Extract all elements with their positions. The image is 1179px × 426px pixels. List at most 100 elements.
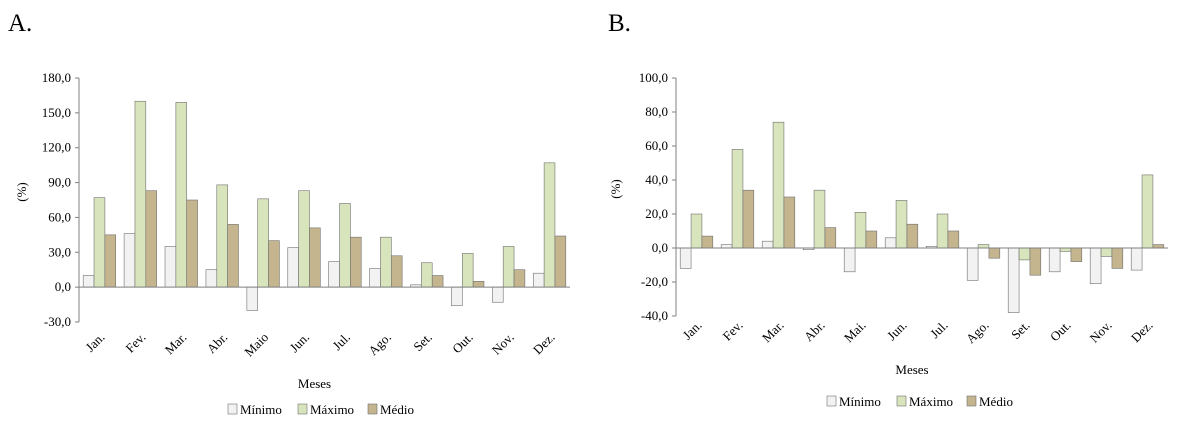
x-tick-label: Fev. <box>122 330 148 356</box>
bar <box>731 149 744 249</box>
y-tick-label: 60,0 <box>645 138 668 153</box>
legend-label: Máximo <box>310 402 354 417</box>
x-tick-label: Maio <box>241 330 271 360</box>
bar <box>205 269 218 288</box>
bar <box>813 189 826 249</box>
y-tick-label: 150,0 <box>42 105 71 120</box>
x-tick-label: Jun. <box>884 318 910 344</box>
x-tick-label: Dez. <box>530 330 558 358</box>
bar <box>1100 247 1113 257</box>
legend-label: Mínimo <box>839 394 881 409</box>
bar <box>186 199 198 288</box>
bar <box>123 233 136 288</box>
legend-label: Máximo <box>909 394 953 409</box>
x-tick-label: Abr. <box>801 318 828 345</box>
legend-swatch <box>297 403 308 415</box>
bar <box>216 184 228 288</box>
bar <box>257 198 269 288</box>
bar <box>884 237 897 249</box>
bar <box>246 286 259 311</box>
x-tick-label: Ago. <box>365 330 394 359</box>
legend-swatch <box>367 403 378 415</box>
bar <box>701 235 714 249</box>
x-tick-label: Jul. <box>927 318 951 342</box>
bar <box>977 244 990 249</box>
legend-label: Mínimo <box>240 402 282 417</box>
bar <box>82 275 95 288</box>
y-axis-title: (%) <box>608 179 623 199</box>
bar <box>1029 247 1042 276</box>
bar <box>1059 247 1072 252</box>
x-tick-label: Fev. <box>720 318 746 344</box>
bar <box>328 261 340 288</box>
bar <box>431 275 444 288</box>
x-tick-label: Out. <box>449 330 476 357</box>
bar <box>451 286 463 307</box>
y-tick-label: -40,0 <box>641 308 668 323</box>
x-axis-title: Meses <box>895 362 928 377</box>
bar <box>947 230 960 249</box>
bar <box>720 244 733 249</box>
x-tick-label: Ago. <box>963 318 992 347</box>
bar <box>369 268 381 288</box>
y-tick-label: 60,0 <box>48 209 71 224</box>
bar <box>104 234 117 288</box>
y-tick-label: 90,0 <box>48 175 71 190</box>
x-tick-label: Set. <box>410 330 435 355</box>
panel-a-letter: A. <box>8 10 33 37</box>
bar <box>772 121 785 249</box>
bar <box>268 240 280 288</box>
x-tick-label: Jan. <box>679 318 704 343</box>
bar <box>742 189 755 249</box>
bar <box>390 255 403 288</box>
bar <box>936 213 949 249</box>
bar <box>1130 247 1143 271</box>
bar <box>966 247 979 281</box>
legend-swatch <box>896 395 907 407</box>
y-tick-label: 0,0 <box>55 279 71 294</box>
bar <box>1070 247 1083 262</box>
chart-a: -30,0 0,0 30,0 60,0 90,0 120,0 150,0 180,0 Jan. F… <box>14 70 570 417</box>
y-tick-label: 80,0 <box>645 104 668 119</box>
bar <box>843 247 856 273</box>
bar <box>895 200 908 249</box>
bar <box>1048 247 1061 273</box>
y-tick-label: -30,0 <box>44 314 71 329</box>
y-tick-label: 100,0 <box>639 70 668 85</box>
x-tick-label: Mai. <box>841 318 869 346</box>
y-tick-label: 0,0 <box>652 240 668 255</box>
legend-swatch <box>826 395 837 407</box>
x-tick-label: Mar. <box>162 330 190 358</box>
bar <box>298 190 310 288</box>
bar <box>227 224 239 288</box>
bar <box>554 235 567 288</box>
x-tick-label: Nov. <box>1086 318 1114 346</box>
bar <box>761 240 774 249</box>
bar <box>421 262 433 288</box>
x-tick-label: Jan. <box>82 330 107 355</box>
bar <box>690 213 703 249</box>
bar <box>1152 244 1165 249</box>
x-axis-title: Meses <box>298 376 331 391</box>
x-tick-label: Dez. <box>1128 318 1156 346</box>
x-tick-label: Abr. <box>204 330 231 357</box>
y-tick-label: 120,0 <box>42 140 71 155</box>
bar <box>854 212 867 249</box>
bar <box>1141 174 1154 249</box>
legend-swatch <box>227 403 238 415</box>
bar <box>865 230 878 249</box>
bar <box>1111 247 1124 269</box>
y-tick-label: 40,0 <box>645 172 668 187</box>
y-tick-label: 180,0 <box>42 70 71 85</box>
bar <box>543 162 556 288</box>
x-tick-label: Set. <box>1008 318 1033 343</box>
bar <box>906 223 919 249</box>
bar <box>309 227 321 288</box>
bar <box>287 247 299 288</box>
bar <box>350 236 362 288</box>
legend-swatch <box>966 395 977 407</box>
y-tick-label: -20,0 <box>641 274 668 289</box>
bar <box>1089 247 1102 285</box>
bar <box>988 247 1001 259</box>
